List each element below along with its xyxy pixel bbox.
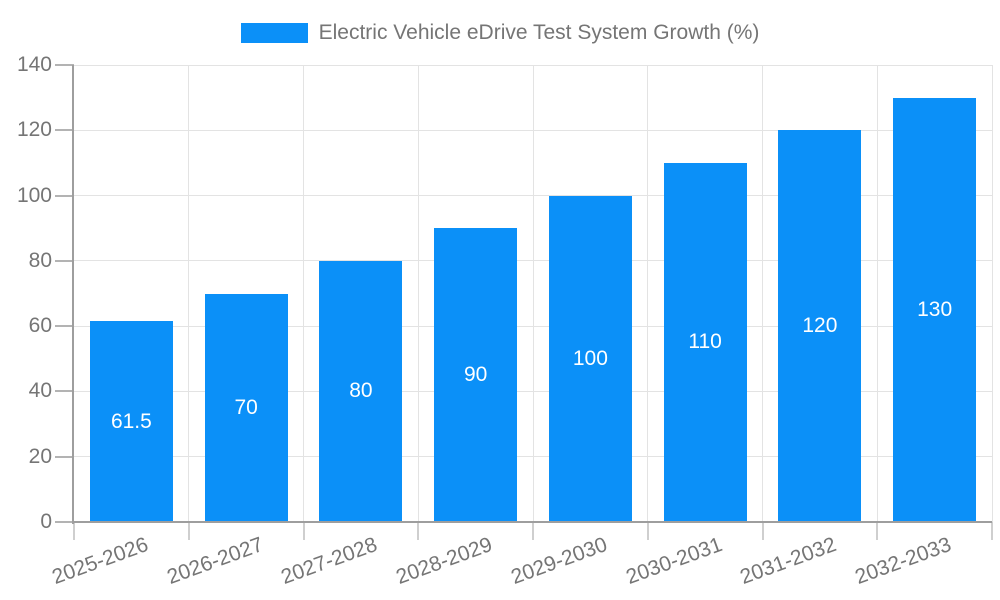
bar[interactable]: 130 — [893, 97, 977, 522]
x-axis-tick — [417, 522, 420, 540]
y-axis-tick-label: 100 — [16, 183, 52, 207]
legend-label: Electric Vehicle eDrive Test System Grow… — [318, 21, 760, 44]
y-axis-tick-label: 120 — [16, 118, 52, 142]
gridline-vertical — [762, 65, 763, 522]
bar[interactable]: 70 — [204, 293, 288, 522]
x-axis-tick — [876, 522, 879, 540]
gridline-vertical — [991, 65, 993, 522]
y-axis-tick — [55, 129, 74, 132]
bar-value-label: 100 — [572, 346, 608, 370]
y-axis-tick — [55, 325, 74, 328]
x-axis-category-label: 2027-2028 — [278, 533, 381, 589]
bar[interactable]: 120 — [778, 130, 862, 522]
y-axis-tick — [55, 194, 74, 197]
x-axis-tick — [73, 522, 75, 540]
bar-value-label: 120 — [802, 314, 838, 338]
x-axis-tick — [991, 522, 993, 540]
x-axis-tick — [761, 522, 764, 540]
y-axis-tick — [55, 521, 74, 523]
x-axis-line — [72, 521, 992, 523]
legend[interactable]: Electric Vehicle eDrive Test System Grow… — [0, 21, 1000, 45]
y-axis-tick — [55, 455, 74, 458]
y-axis-tick-label: 140 — [16, 53, 52, 76]
gridline-vertical — [188, 65, 190, 522]
x-axis-category-label: 2028-2029 — [393, 533, 496, 589]
bar-value-label: 90 — [463, 363, 488, 387]
y-axis-tick — [55, 64, 74, 66]
x-axis-category-label: 2031-2032 — [737, 533, 840, 589]
y-axis-tick — [55, 259, 74, 262]
gridline-vertical — [876, 65, 878, 522]
y-axis-tick-label: 60 — [28, 314, 52, 338]
bar-value-label: 130 — [917, 297, 953, 321]
x-axis-tick — [302, 522, 305, 540]
y-axis-tick-label: 20 — [28, 444, 52, 468]
x-axis-category-label: 2030-2031 — [622, 533, 725, 589]
legend-swatch — [240, 23, 308, 43]
bar-value-label: 61.5 — [110, 409, 152, 433]
x-axis-tick — [646, 522, 649, 540]
bar[interactable]: 110 — [663, 162, 747, 522]
x-axis-tick — [187, 522, 190, 540]
bar-value-label: 80 — [349, 379, 373, 403]
bar[interactable]: 100 — [548, 195, 632, 522]
gridline-vertical — [417, 65, 419, 522]
x-axis-category-label: 2026-2027 — [163, 533, 266, 589]
bar[interactable]: 90 — [434, 228, 518, 522]
x-axis-category-label: 2032-2033 — [852, 533, 955, 589]
bar[interactable]: 80 — [319, 260, 403, 522]
bar-value-label: 70 — [234, 395, 258, 419]
x-axis-category-label: 2025-2026 — [48, 533, 152, 589]
x-axis-tick — [532, 522, 534, 540]
y-axis-tick — [55, 390, 74, 393]
gridline-vertical — [303, 65, 304, 522]
x-axis-category-label: 2029-2030 — [507, 533, 611, 589]
gridline-vertical — [532, 65, 534, 522]
y-axis-tick-label: 80 — [28, 248, 52, 272]
bar-value-label: 110 — [688, 330, 722, 354]
y-axis-tick-label: 40 — [28, 379, 52, 403]
gridline-vertical — [647, 65, 649, 522]
y-axis-tick-label: 0 — [40, 510, 52, 533]
y-axis-line — [72, 65, 74, 524]
bar[interactable]: 61.5 — [89, 321, 173, 522]
